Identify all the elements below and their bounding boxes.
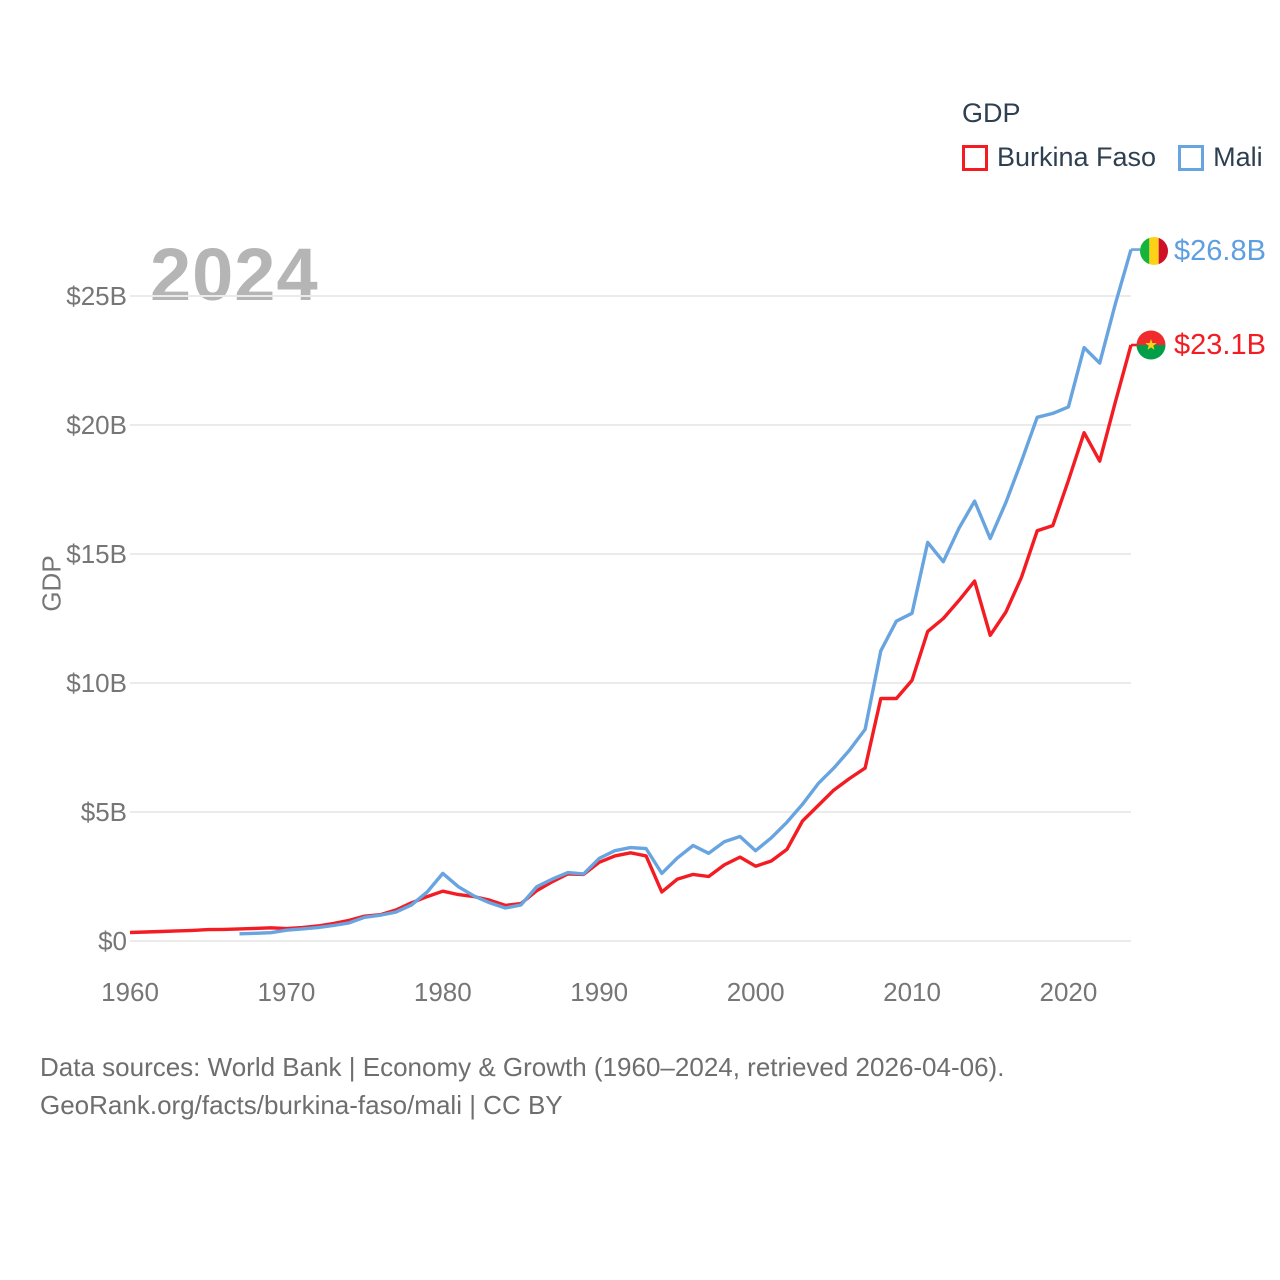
mali-swatch-icon: [1178, 144, 1205, 171]
x-tick-label: 2020: [1039, 977, 1098, 1007]
x-tick-label: 1970: [257, 977, 316, 1007]
end-value-label-burkina-faso: $23.1B: [1174, 329, 1266, 361]
burkina-faso-swatch-icon: [962, 144, 988, 171]
source-line-1: Data sources: World Bank | Economy & Gro…: [40, 1052, 1005, 1082]
end-value-label-mali: $26.8B: [1174, 235, 1266, 267]
legend-label-mali: Mali: [1213, 142, 1263, 172]
legend-label-burkina-faso: Burkina Faso: [997, 142, 1157, 172]
y-tick-label: $20B: [66, 410, 127, 440]
y-tick-label: $25B: [66, 281, 127, 311]
x-tick-label: 1980: [413, 977, 472, 1007]
gridlines: [130, 295, 1131, 942]
legend-item-burkina-faso[interactable]: Burkina Faso: [962, 142, 1156, 173]
x-tick-label: 2010: [883, 977, 941, 1007]
legend: GDP Burkina Faso Mali: [962, 98, 1263, 173]
legend-item-mali[interactable]: Mali: [1178, 142, 1263, 173]
year-watermark: 2024: [150, 233, 319, 316]
y-tick-label: $0: [98, 926, 127, 956]
burkina-faso-flag-icon: [1136, 330, 1166, 360]
y-tick-label: $5B: [80, 797, 127, 827]
source-line-2: GeoRank.org/facts/burkina-faso/mali | CC…: [40, 1090, 563, 1120]
y-tick-label: $10B: [66, 668, 127, 698]
series-burkina-faso[interactable]: [129, 343, 1140, 935]
x-tick-label: 1990: [570, 977, 629, 1007]
y-tick-label: $15B: [66, 539, 127, 569]
x-tick-label: 2000: [726, 977, 785, 1007]
x-tick-label: 1960: [101, 977, 159, 1007]
legend-title: GDP: [962, 98, 1021, 128]
series-mali[interactable]: [239, 248, 1141, 936]
source-text: Data sources: World Bank | Economy & Gro…: [40, 1048, 1004, 1124]
mali-flag-icon: [1140, 237, 1168, 265]
